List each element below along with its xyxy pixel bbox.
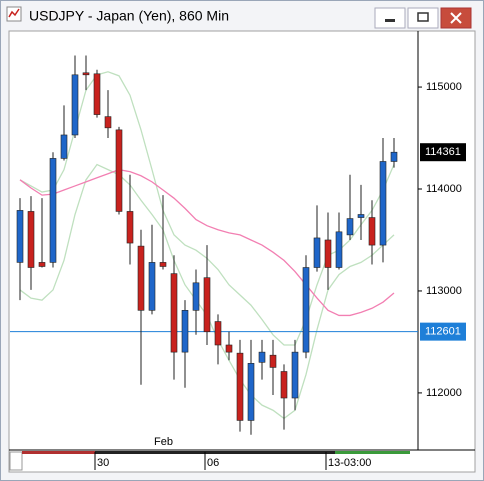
button-glyph: [417, 12, 429, 22]
button-glyph: [385, 19, 395, 22]
candle-body: [368, 217, 376, 246]
y-tick-label: 114000: [426, 183, 462, 195]
button-frame[interactable]: [374, 7, 406, 29]
y-tick-label: 113000: [426, 285, 462, 297]
candle-body: [71, 74, 79, 136]
candle-body: [82, 72, 90, 76]
candle-body: [192, 282, 200, 311]
candle-body: [159, 262, 167, 267]
close-button[interactable]: [440, 7, 472, 29]
candle-body: [291, 351, 299, 399]
minimize-button[interactable]: [374, 7, 406, 29]
candle-body: [49, 158, 57, 263]
indicator-line: [19, 168, 395, 317]
candle-body: [115, 129, 123, 212]
range-strip: [335, 451, 410, 454]
candle-body: [280, 371, 288, 399]
candle-body: [104, 116, 112, 129]
candle-body: [324, 239, 332, 268]
price-line-label: 112601: [425, 326, 461, 338]
candle-body: [38, 262, 46, 267]
candle-body: [148, 262, 156, 311]
candle-body: [313, 237, 321, 268]
candle-body: [269, 354, 277, 368]
candle-body: [16, 210, 24, 263]
candle-body: [357, 214, 365, 218]
last-price-label: 114361: [425, 146, 461, 158]
x-tick-label: 30: [97, 457, 109, 469]
y-tick-label: 112000: [426, 387, 462, 399]
month-label: Feb: [154, 436, 173, 448]
candle-body: [335, 231, 343, 268]
candle-body: [379, 161, 387, 246]
button-glyph: [450, 12, 462, 24]
candle-body: [346, 218, 354, 236]
y-tick-label: 115000: [426, 81, 462, 93]
icon-glyph: [8, 8, 20, 18]
range-strip: [22, 451, 95, 454]
button-frame[interactable]: [407, 7, 439, 29]
candle-body: [390, 151, 398, 162]
range-strip: [95, 451, 335, 454]
x-tick-label: 06: [207, 457, 219, 469]
candle-body: [236, 352, 244, 421]
maximize-button[interactable]: [407, 7, 439, 29]
candle-body: [225, 344, 233, 353]
candle-body: [181, 310, 189, 353]
x-tick-label: 13-03:00: [328, 457, 371, 469]
candle-body: [126, 211, 134, 244]
candle-body: [60, 134, 68, 159]
window-title: USDJPY - Japan (Yen), 860 Min: [29, 8, 229, 24]
candle-body: [137, 245, 145, 311]
last-price-box: [420, 143, 466, 162]
candle-body: [247, 363, 255, 421]
scroll-box[interactable]: [9, 451, 23, 471]
candle-body: [214, 321, 222, 346]
candle-body: [258, 351, 266, 363]
candle-body: [27, 211, 35, 268]
candle-body: [203, 277, 211, 333]
candle-body: [170, 273, 178, 353]
price-line-box: [420, 322, 466, 341]
candle-body: [302, 267, 310, 353]
candle-body: [93, 73, 101, 115]
